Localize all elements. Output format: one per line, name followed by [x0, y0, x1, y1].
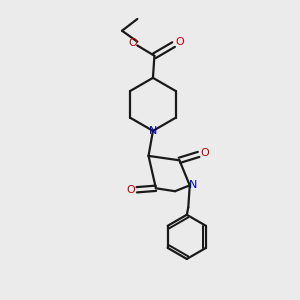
- Text: O: O: [201, 148, 209, 158]
- Text: O: O: [176, 37, 184, 47]
- Text: N: N: [189, 180, 197, 190]
- Text: O: O: [128, 38, 137, 47]
- Text: N: N: [149, 126, 157, 136]
- Text: O: O: [126, 185, 135, 195]
